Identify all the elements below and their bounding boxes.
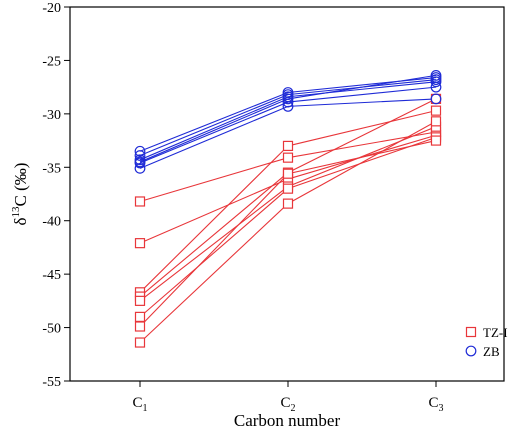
y-tick-label: -20 [42, 1, 61, 16]
data-point-zb [430, 76, 442, 88]
data-point-zb [134, 145, 146, 157]
data-point-tz-i [134, 337, 146, 348]
y-tick-label: -30 [42, 108, 61, 123]
data-point-zb [282, 100, 294, 112]
plot-frame [69, 6, 505, 382]
y-tick-label: -40 [42, 215, 61, 230]
series-layer [139, 74, 437, 343]
x-tick-label: C3 [428, 395, 443, 414]
x-axis-title: Carbon number [234, 411, 341, 430]
markers-layer [134, 69, 442, 348]
legend-marker [465, 326, 477, 338]
x-tick-label: C2 [280, 395, 295, 414]
legend-label: TZ-I [483, 325, 508, 340]
data-point-tz-i [134, 238, 146, 249]
data-point-tz-i [282, 168, 294, 179]
data-point-tz-i [134, 295, 146, 306]
data-point-tz-i [282, 140, 294, 152]
legend: TZ-I ZB [465, 325, 508, 359]
x-tick-label: C1 [132, 395, 147, 414]
y-tick-label: -50 [42, 322, 61, 337]
data-point-zb [134, 150, 146, 161]
data-point-tz-i [134, 311, 146, 322]
data-point-zb [134, 157, 146, 169]
y-tick-label: -35 [42, 161, 61, 176]
data-point-zb [430, 81, 442, 93]
axes-group: -55 -50 -45 -40 -35 -30 -25 -20 C1 C2 C3 Carbon num… [10, 1, 505, 430]
series-line-tz-i [139, 136, 437, 318]
y-tick-label: -55 [42, 375, 61, 390]
legend-marker [465, 345, 477, 357]
data-point-tz-i [134, 196, 146, 207]
data-point-tz-i [282, 198, 294, 209]
y-tick-label: -45 [42, 268, 61, 283]
data-point-zb [430, 93, 442, 105]
data-point-tz-i [430, 116, 442, 127]
data-point-zb [430, 69, 442, 81]
y-tick-label: -25 [42, 54, 61, 69]
data-point-zb [282, 96, 294, 108]
data-point-tz-i [430, 135, 442, 146]
data-point-zb [134, 162, 146, 174]
data-point-tz-i [134, 321, 146, 332]
y-axis-title: δ13C (‰) [10, 163, 30, 226]
data-point-tz-i [282, 183, 294, 194]
data-point-tz-i [430, 105, 442, 116]
data-point-zb [282, 93, 294, 105]
legend-label: ZB [483, 344, 500, 359]
data-point-tz-i [282, 152, 294, 163]
